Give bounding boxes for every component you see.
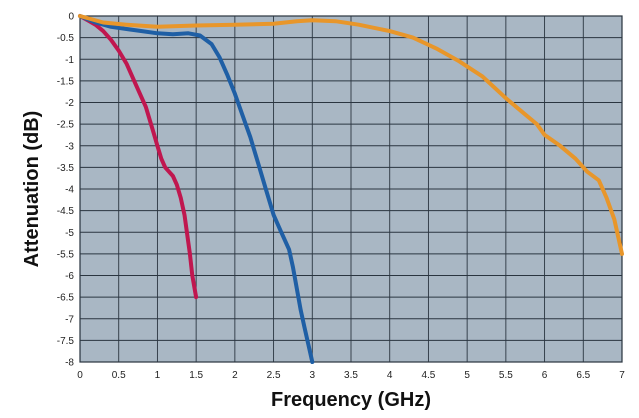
x-tick-label: 5.5 <box>499 370 513 381</box>
x-tick-label: 5 <box>464 370 470 381</box>
x-tick-label: 3 <box>310 370 316 381</box>
y-tick-label: -7.5 <box>57 336 75 347</box>
x-tick-label: 2 <box>232 370 238 381</box>
y-tick-label: -7 <box>65 314 74 325</box>
x-tick-label: 2.5 <box>267 370 281 381</box>
y-tick-label: -5.5 <box>57 249 75 260</box>
y-tick-label: -1 <box>65 55 74 66</box>
x-axis-title: Frequency (GHz) <box>271 389 431 411</box>
y-tick-label: -1.5 <box>57 76 75 87</box>
y-axis-title: Attenuation (dB) <box>21 111 43 268</box>
y-tick-label: -6.5 <box>57 293 75 304</box>
series-line-1 <box>78 14 199 300</box>
x-tick-label: 6 <box>542 370 548 381</box>
y-tick-label: 0 <box>68 12 74 23</box>
x-tick-label: 7 <box>619 370 625 381</box>
y-tick-labels: 0 -0.5 -1 -1.5 -2 -2.5 -3 -3.5 -4 -4.5 -5 -5.5 -6 -6.… <box>57 12 75 369</box>
x-tick-label: 1.5 <box>189 370 203 381</box>
x-tick-label: 4 <box>387 370 393 381</box>
x-tick-label: 1 <box>155 370 161 381</box>
y-tick-label: -5 <box>65 228 74 239</box>
x-tick-label: 0 <box>77 370 83 381</box>
y-tick-label: -4.5 <box>57 206 75 217</box>
y-tick-label: -0.5 <box>57 33 75 44</box>
x-tick-labels: 0 0.5 1 1.5 2 2.5 3 3.5 4 4.5 5 5.5 6 6.5 7 <box>77 370 625 381</box>
series-layer <box>78 14 624 364</box>
y-tick-label: -2 <box>65 98 74 109</box>
x-tick-label: 3.5 <box>344 370 358 381</box>
y-tick-label: -6 <box>65 271 74 282</box>
x-tick-label: 0.5 <box>112 370 126 381</box>
grid-lines <box>79 15 623 363</box>
y-tick-label: -2.5 <box>57 120 75 131</box>
y-tick-label: -3.5 <box>57 163 75 174</box>
x-tick-label: 4.5 <box>421 370 435 381</box>
y-tick-label: -8 <box>65 358 74 369</box>
x-tick-label: 6.5 <box>576 370 590 381</box>
series-line-3 <box>78 14 624 256</box>
y-tick-label: -4 <box>65 185 74 196</box>
y-tick-label: -3 <box>65 141 74 152</box>
series-line-2 <box>78 14 315 364</box>
